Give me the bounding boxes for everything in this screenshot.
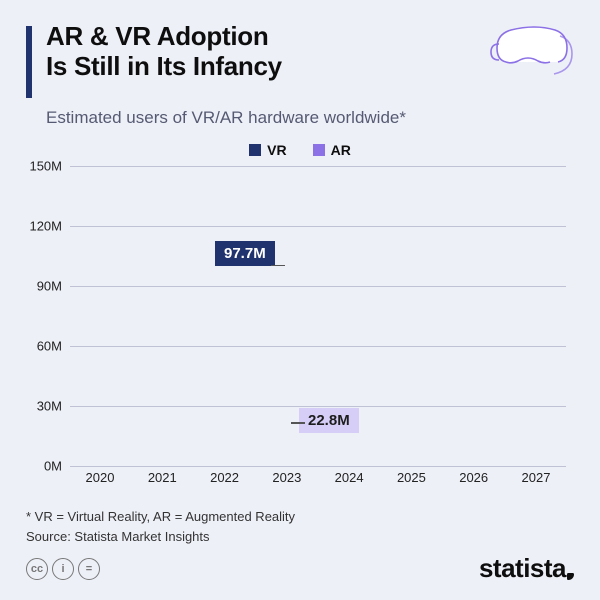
x-tick-label: 2022 bbox=[201, 470, 249, 485]
cc-badges: cci= bbox=[26, 558, 100, 580]
x-axis-labels: 2020 2021 2022 2023 2024 2025 2026 2027 bbox=[70, 470, 566, 485]
legend-label-ar: AR bbox=[331, 142, 351, 158]
callout-line-ar bbox=[291, 422, 305, 423]
gridline bbox=[70, 166, 566, 167]
accent-bar bbox=[26, 26, 32, 98]
cc-badge: = bbox=[78, 558, 100, 580]
y-tick-label: 0M bbox=[44, 459, 62, 474]
infographic-card: AR & VR Adoption Is Still in Its Infancy… bbox=[0, 0, 600, 600]
legend: VR AR bbox=[26, 142, 574, 158]
footer: cci= statista bbox=[26, 553, 574, 584]
legend-label-vr: VR bbox=[267, 142, 286, 158]
y-axis-labels: 0M30M60M90M120M150M bbox=[26, 166, 66, 466]
legend-item-vr: VR bbox=[249, 142, 286, 158]
x-tick-label: 2026 bbox=[450, 470, 498, 485]
subtitle: Estimated users of VR/AR hardware worldw… bbox=[46, 108, 574, 128]
gridline bbox=[70, 346, 566, 347]
x-tick-label: 2023 bbox=[263, 470, 311, 485]
x-tick-label: 2025 bbox=[387, 470, 435, 485]
y-tick-label: 60M bbox=[37, 339, 62, 354]
footnote-line-2: Source: Statista Market Insights bbox=[26, 527, 574, 547]
callout-line-vr bbox=[271, 265, 285, 266]
y-tick-label: 120M bbox=[29, 219, 62, 234]
y-tick-label: 30M bbox=[37, 399, 62, 414]
cc-badge: cc bbox=[26, 558, 48, 580]
brand-logo: statista bbox=[479, 553, 574, 584]
gridline bbox=[70, 406, 566, 407]
y-tick-label: 150M bbox=[29, 159, 62, 174]
x-tick-label: 2020 bbox=[76, 470, 124, 485]
y-tick-label: 90M bbox=[37, 279, 62, 294]
brand-dot-icon bbox=[567, 573, 574, 580]
page-title: AR & VR Adoption Is Still in Its Infancy bbox=[46, 22, 282, 82]
swatch-ar bbox=[313, 144, 325, 156]
gridline bbox=[70, 286, 566, 287]
swatch-vr bbox=[249, 144, 261, 156]
callout-vr: 97.7M bbox=[215, 241, 275, 266]
callout-ar: 22.8M bbox=[299, 408, 359, 433]
x-tick-label: 2024 bbox=[325, 470, 373, 485]
gridline bbox=[70, 226, 566, 227]
vr-headset-icon bbox=[482, 14, 578, 86]
legend-item-ar: AR bbox=[313, 142, 351, 158]
x-tick-label: 2027 bbox=[512, 470, 560, 485]
title-line-2: Is Still in Its Infancy bbox=[46, 51, 282, 81]
gridline bbox=[70, 466, 566, 467]
footnote-line-1: * VR = Virtual Reality, AR = Augmented R… bbox=[26, 507, 574, 527]
chart: 0M30M60M90M120M150M 97.7M22.8M bbox=[70, 166, 566, 466]
footnote: * VR = Virtual Reality, AR = Augmented R… bbox=[26, 507, 574, 546]
cc-badge: i bbox=[52, 558, 74, 580]
brand-text: statista bbox=[479, 553, 566, 584]
x-tick-label: 2021 bbox=[138, 470, 186, 485]
title-line-1: AR & VR Adoption bbox=[46, 21, 268, 51]
